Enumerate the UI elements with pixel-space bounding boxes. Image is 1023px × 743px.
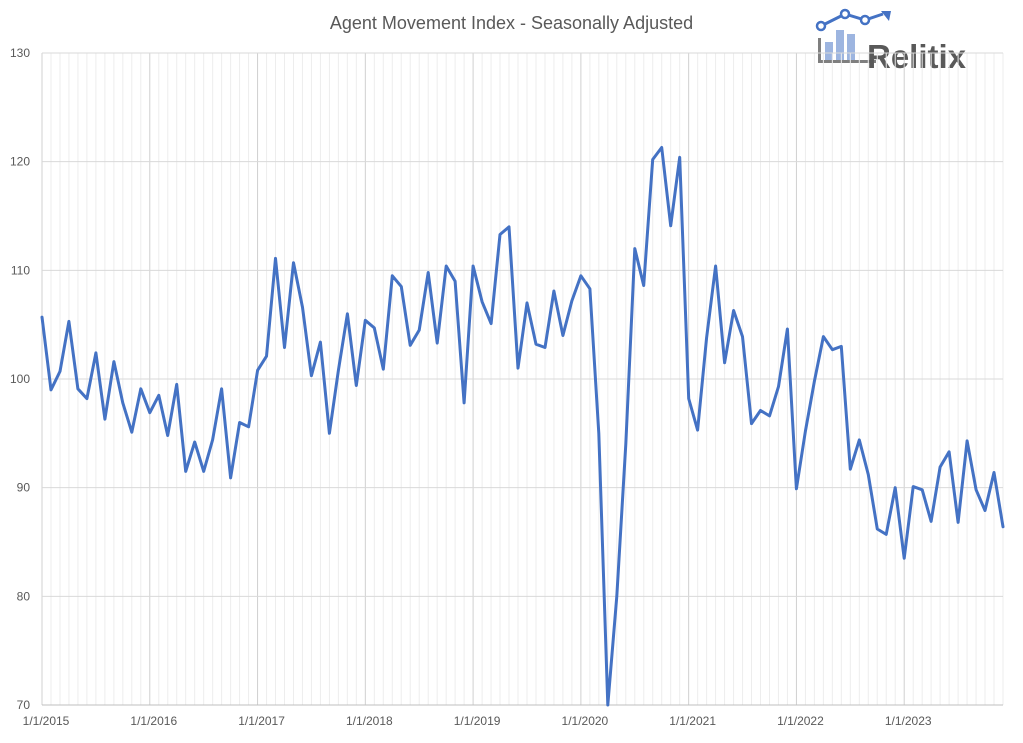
y-tick-label: 70 [17, 698, 31, 712]
x-tick-label: 1/1/2020 [562, 714, 609, 728]
y-tick-label: 110 [11, 263, 30, 277]
x-tick-label: 1/1/2016 [130, 714, 177, 728]
y-tick-label: 100 [10, 372, 30, 386]
chart-title: Agent Movement Index - Seasonally Adjust… [329, 13, 694, 33]
x-tick-labels: 1/1/2015 1/1/2016 1/1/2017 1/1/2018 1/1/2019… [23, 714, 932, 728]
x-tick-label: 1/1/2018 [346, 714, 393, 728]
x-tick-label: 1/1/2021 [669, 714, 716, 728]
x-tick-label: 1/1/2019 [454, 714, 501, 728]
series-line [40, 146, 1005, 707]
x-tick-label: 1/1/2017 [238, 714, 285, 728]
x-tick-label: 1/1/2015 [23, 714, 70, 728]
x-tick-label: 1/1/2023 [885, 714, 932, 728]
logo-graphic [815, 8, 891, 63]
x-tick-label: 1/1/2022 [777, 714, 824, 728]
y-tick-labels: 70 80 90 100 110 120 130 [10, 46, 30, 712]
y-tick-label: 90 [17, 481, 31, 495]
y-tick-label: 130 [10, 46, 30, 60]
y-tick-label: 80 [17, 589, 31, 603]
series-group [40, 146, 1005, 707]
y-tick-label: 120 [10, 155, 30, 169]
